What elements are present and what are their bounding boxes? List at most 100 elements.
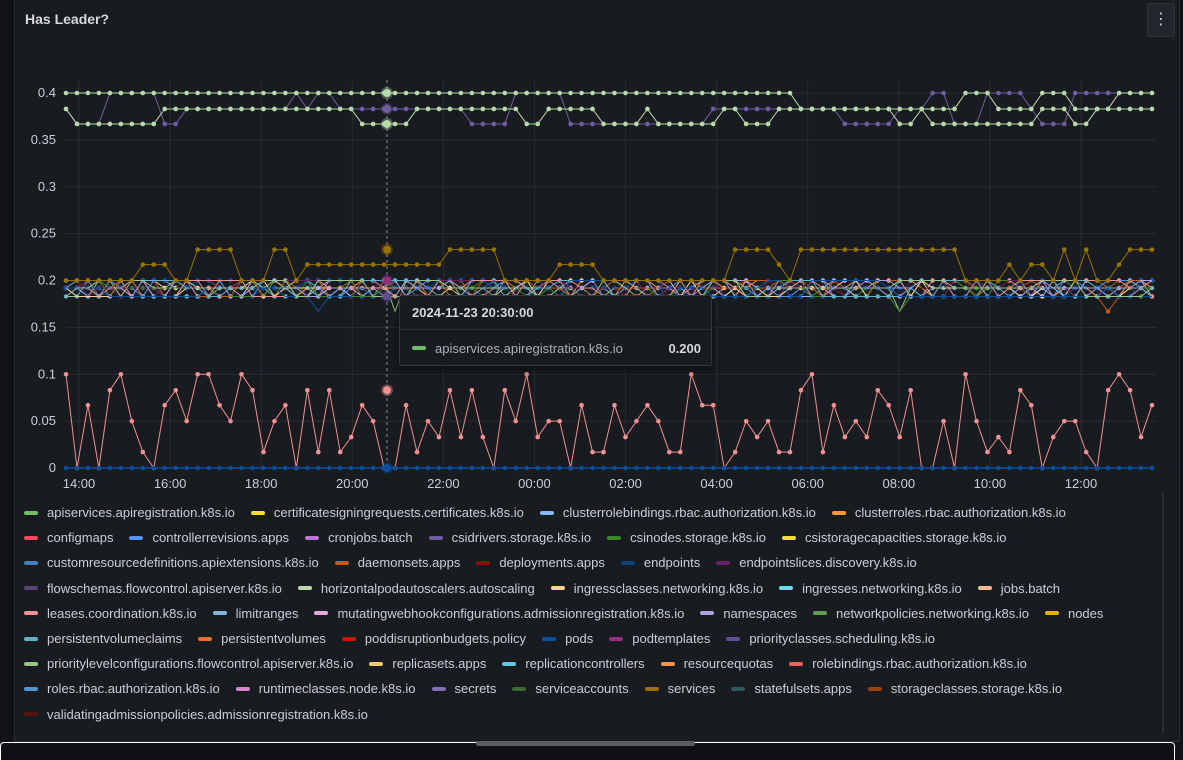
data-point xyxy=(941,418,946,424)
data-point xyxy=(678,90,683,96)
data-point xyxy=(535,434,540,440)
data-point xyxy=(1050,90,1056,96)
chart-grid xyxy=(66,80,1156,469)
legend-item[interactable]: namespaces xyxy=(700,601,797,626)
data-point xyxy=(645,90,650,96)
data-point xyxy=(963,278,968,283)
legend-item[interactable]: rolebindings.rbac.authorization.k8s.io xyxy=(789,651,1027,676)
legend-item[interactable]: csidrivers.storage.k8s.io xyxy=(428,525,591,550)
legend-item[interactable]: limitranges xyxy=(212,601,298,626)
data-point xyxy=(952,247,957,252)
legend-item[interactable]: clusterroles.rbac.authorization.k8s.io xyxy=(831,500,1066,525)
data-point xyxy=(546,90,551,96)
legend-item[interactable]: services xyxy=(644,676,715,701)
legend-swatch xyxy=(476,560,491,565)
legend-item[interactable]: ingresses.networking.k8s.io xyxy=(779,576,962,601)
data-point xyxy=(206,371,211,377)
data-point xyxy=(963,121,968,127)
panel-menu-button[interactable]: ⋮ xyxy=(1147,3,1175,37)
legend-item[interactable]: daemonsets.apps xyxy=(334,550,460,575)
chart-plot-area[interactable]: 0 0.05 0.1 0.15 0.2 0.25 0.3 0.35 0.4 14:00 16:00… xyxy=(0,0,1183,495)
legend-item[interactable]: horizontalpodautoscalers.autoscaling xyxy=(297,576,535,601)
data-point xyxy=(875,247,881,252)
legend-item[interactable]: clusterrolebindings.rbac.authorization.k… xyxy=(539,500,816,525)
legend-item[interactable]: customresourcedefinitions.apiextensions.… xyxy=(24,550,319,575)
legend-scrollbar[interactable] xyxy=(1162,492,1164,734)
legend-item[interactable]: poddisruptionbudgets.policy xyxy=(341,626,526,651)
legend-item[interactable]: mutatingwebhookconfigurations.admissionr… xyxy=(314,601,684,626)
legend-item[interactable]: persistentvolumes xyxy=(198,626,326,651)
data-point xyxy=(414,262,420,267)
data-point xyxy=(864,121,870,127)
legend-label: replicationcontrollers xyxy=(525,656,645,672)
legend-swatch xyxy=(813,611,828,616)
hover-point xyxy=(383,89,391,97)
data-point xyxy=(425,418,431,424)
legend-item[interactable]: replicationcontrollers xyxy=(502,651,645,676)
data-point xyxy=(919,106,924,112)
legend-item[interactable]: priorityclasses.scheduling.k8s.io xyxy=(726,626,935,651)
data-point xyxy=(634,418,639,424)
legend-item[interactable]: deployments.apps xyxy=(476,550,605,575)
legend-item[interactable]: resourcequotas xyxy=(660,651,773,676)
legend-item[interactable]: leases.coordination.k8s.io xyxy=(24,601,197,626)
data-point xyxy=(776,262,782,267)
legend-swatch xyxy=(341,636,356,641)
data-point xyxy=(831,465,837,471)
legend-item[interactable]: networkpolicies.networking.k8s.io xyxy=(813,601,1029,626)
data-point xyxy=(864,434,870,440)
legend-item[interactable]: secrets xyxy=(431,676,497,701)
data-point xyxy=(250,106,255,112)
legend-item[interactable]: certificatesigningrequests.certificates.… xyxy=(250,500,524,525)
legend-item[interactable]: podtemplates xyxy=(609,626,710,651)
data-point xyxy=(359,465,365,471)
legend-item[interactable]: controllerrevisions.apps xyxy=(129,525,289,550)
horizontal-scrollbar-thumb[interactable] xyxy=(476,741,695,746)
data-point xyxy=(206,465,211,471)
data-point xyxy=(469,121,475,127)
legend-item[interactable]: configmaps xyxy=(24,525,113,550)
legend-item[interactable]: serviceaccounts xyxy=(512,676,629,701)
data-point xyxy=(930,121,935,127)
data-point xyxy=(513,465,518,471)
data-point xyxy=(272,418,277,424)
data-point xyxy=(1007,262,1012,267)
data-point xyxy=(1050,278,1056,283)
data-point xyxy=(326,387,332,393)
legend-item[interactable]: endpointslices.discovery.k8s.io xyxy=(716,550,917,575)
data-point xyxy=(908,247,913,252)
data-point xyxy=(1061,121,1067,127)
data-point xyxy=(711,465,716,471)
data-point xyxy=(217,106,222,112)
data-point xyxy=(1116,371,1122,377)
legend-item[interactable]: statefulsets.apps xyxy=(731,676,852,701)
legend-item[interactable]: validatingadmissionpolicies.admissionreg… xyxy=(24,702,368,727)
legend-item[interactable]: runtimeclasses.node.k8s.io xyxy=(235,676,416,701)
data-point xyxy=(699,90,705,96)
data-point xyxy=(688,278,694,283)
data-point xyxy=(414,449,420,455)
legend-item[interactable]: replicasets.apps xyxy=(369,651,486,676)
data-point xyxy=(338,465,343,471)
data-point xyxy=(1105,387,1111,393)
data-point xyxy=(1138,106,1144,112)
legend-item[interactable]: cronjobs.batch xyxy=(305,525,413,550)
legend-item[interactable]: ingressclasses.networking.k8s.io xyxy=(550,576,763,601)
legend-item[interactable]: roles.rbac.authorization.k8s.io xyxy=(24,676,220,701)
legend-item[interactable]: jobs.batch xyxy=(977,576,1060,601)
legend-item[interactable]: prioritylevelconfigurations.flowcontrol.… xyxy=(24,651,353,676)
legend-item[interactable]: endpoints xyxy=(620,550,700,575)
data-point xyxy=(963,371,968,377)
data-point xyxy=(798,247,804,252)
data-point xyxy=(623,90,628,96)
legend-item[interactable]: flowschemas.flowcontrol.apiserver.k8s.io xyxy=(24,576,282,601)
legend-item[interactable]: pods xyxy=(542,626,593,651)
legend-item[interactable]: storageclasses.storage.k8s.io xyxy=(867,676,1062,701)
legend-item[interactable]: apiservices.apiregistration.k8s.io xyxy=(24,500,235,525)
legend-item[interactable]: csistoragecapacities.storage.k8s.io xyxy=(781,525,1007,550)
data-point xyxy=(491,247,497,252)
legend-item[interactable]: nodes xyxy=(1044,601,1103,626)
legend-item[interactable]: persistentvolumeclaims xyxy=(24,626,182,651)
legend-label: secrets xyxy=(454,681,497,697)
legend-item[interactable]: csinodes.storage.k8s.io xyxy=(607,525,766,550)
